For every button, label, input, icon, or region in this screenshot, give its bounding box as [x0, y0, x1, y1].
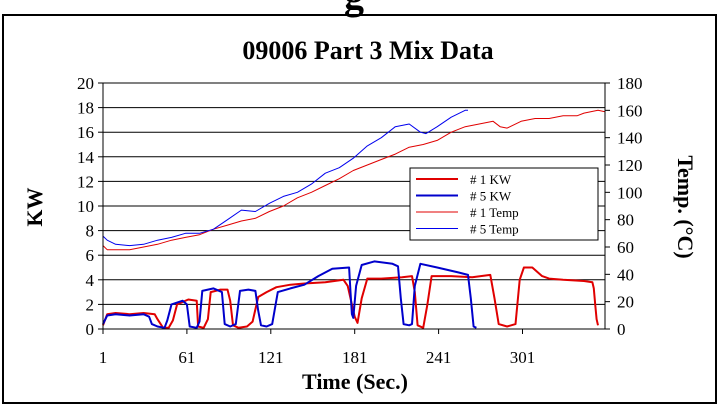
- series-line-3: [102, 109, 606, 251]
- legend-label: # 1 KW: [470, 172, 512, 187]
- y2-tick-label: 0: [617, 320, 626, 339]
- series-line-4: [102, 109, 468, 247]
- y2-tick-label: 80: [617, 211, 634, 230]
- chart-title: 09006 Part 3 Mix Data: [242, 36, 493, 65]
- y2-tick-label: 100: [617, 183, 643, 202]
- y2-tick-label: 60: [617, 238, 634, 257]
- y2-tick-label: 160: [617, 101, 643, 120]
- x-tick-label: 61: [178, 348, 195, 367]
- legend-label: # 1 Temp: [470, 205, 519, 220]
- y-tick-label: 14: [77, 148, 95, 167]
- y-tick-label: 2: [86, 295, 95, 314]
- legend: # 1 KW # 5 KW# 1 Temp # 5 Temp: [409, 167, 599, 241]
- y-tick-label: 0: [86, 320, 95, 339]
- x-tick-label: 301: [510, 348, 536, 367]
- series-line-2: [102, 260, 477, 329]
- y-tick-label: 12: [77, 172, 94, 191]
- y-tick-label: 8: [86, 222, 95, 241]
- y-tick-label: 20: [77, 74, 94, 93]
- y-tick-label: 16: [77, 123, 94, 142]
- x-axis-label: Time (Sec.): [302, 369, 408, 394]
- x-tick-label: 241: [426, 348, 452, 367]
- x-tick-label: 1: [99, 348, 108, 367]
- y-tick-label: 10: [77, 197, 94, 216]
- y-tick-label: 6: [86, 246, 95, 265]
- y-tick-label: 18: [77, 99, 94, 118]
- y2-tick-label: 20: [617, 293, 634, 312]
- y-axis-label: KW: [22, 187, 47, 226]
- y2-tick-label: 180: [617, 74, 643, 93]
- y2-tick-label: 120: [617, 156, 643, 175]
- series-layer: [102, 109, 606, 329]
- y2-tick-label: 140: [617, 129, 643, 148]
- axes: 0 2 4 6 8 10 12 14 16 18 20 0 20 40 60 80 100 120 140 160 18…: [77, 74, 643, 367]
- y-tick-label: 4: [86, 271, 95, 290]
- legend-label: # 5 KW: [470, 189, 512, 204]
- x-tick-label: 121: [258, 348, 284, 367]
- legend-label: # 5 Temp: [470, 222, 519, 237]
- cropped-header-text: g: [344, 0, 364, 16]
- y2-axis-label: Temp. (°C): [673, 155, 698, 258]
- x-tick-label: 181: [342, 348, 368, 367]
- chart-frame: [2, 14, 717, 404]
- y2-tick-label: 40: [617, 265, 634, 284]
